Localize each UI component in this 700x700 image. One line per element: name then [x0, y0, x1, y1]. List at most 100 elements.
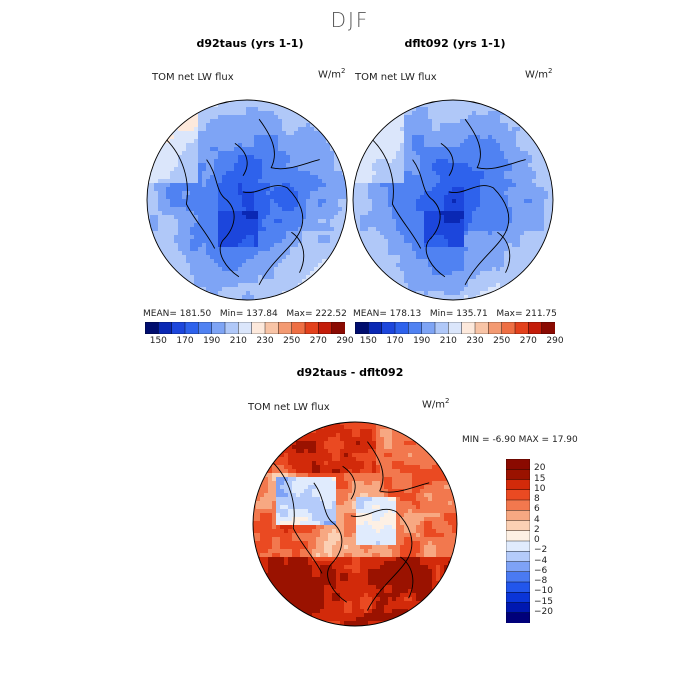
- panel-2-map-mark: [416, 115, 421, 120]
- panel-2-map-mark: [464, 275, 469, 280]
- panel-1-map-mark: [190, 179, 195, 184]
- panel-2-map-mark: [540, 171, 545, 176]
- panel-1-map-mark: [170, 167, 175, 172]
- panel-2-map-mark: [360, 231, 365, 236]
- panel-1-map-mark: [274, 111, 279, 116]
- diff-panel-map-mark: [352, 449, 357, 454]
- panel-2-map-mark: [472, 139, 477, 144]
- panel-2-map-mark: [388, 231, 393, 236]
- panel-1-map-mark: [178, 191, 183, 196]
- panel-2-map-mark: [472, 227, 477, 232]
- panel-1-map-mark: [270, 203, 275, 208]
- panel-2-map-mark: [456, 287, 461, 292]
- panel-2-map-mark: [464, 271, 469, 276]
- panel-2-map-mark: [484, 235, 489, 240]
- panel-1-map-mark: [238, 123, 243, 128]
- panel-2-map-mark: [448, 115, 453, 120]
- panel-2-map-mark: [544, 219, 549, 224]
- panel-1-map-mark: [182, 159, 187, 164]
- panel-1-map-mark: [250, 243, 255, 248]
- panel-1-map-mark: [278, 123, 283, 128]
- panel-1-map-mark: [230, 207, 235, 212]
- diff-panel-map-mark: [324, 425, 329, 430]
- diff-panel-map-mark: [420, 457, 425, 462]
- panel-2-map-mark: [540, 207, 545, 212]
- panel-1-map-mark: [166, 239, 171, 244]
- panel-1-map-mark: [158, 167, 163, 172]
- panel-1-map-mark: [278, 143, 283, 148]
- panel-1-map-mark: [326, 235, 331, 240]
- panel-1-map-mark: [238, 191, 243, 196]
- panel-1-map-mark: [170, 211, 175, 216]
- panel-1-map-mark: [178, 207, 183, 212]
- panel-2-map-mark: [444, 219, 449, 224]
- panel-1-map-mark: [262, 263, 267, 268]
- panel-1-map-mark: [274, 275, 279, 280]
- panel-1-map-mark: [334, 199, 339, 204]
- panel-1-map-mark: [174, 147, 179, 152]
- panel-2-map-mark: [400, 187, 405, 192]
- panel-2-map-mark: [420, 175, 425, 180]
- diff-panel-map-mark: [272, 473, 277, 478]
- panel-1-map-mark: [150, 191, 155, 196]
- panel-1-map-mark: [338, 203, 343, 208]
- panel-2-map-mark: [396, 243, 401, 248]
- panel-2-map-mark: [528, 199, 533, 204]
- panel-2-map-mark: [444, 167, 449, 172]
- panel-2-map-mark: [532, 163, 537, 168]
- diff-panel-map-mark: [444, 465, 449, 470]
- panel-1-map-mark: [270, 231, 275, 236]
- diff-panel-map-mark: [348, 457, 353, 462]
- diff-panel-map-mark: [264, 485, 269, 490]
- panel-1-map-mark: [182, 235, 187, 240]
- panel-1-map-mark: [310, 235, 315, 240]
- panel-1-map-mark: [266, 251, 271, 256]
- diff-panel-map-mark: [348, 461, 353, 466]
- panel-1-map-mark: [238, 167, 243, 172]
- panel-2-map-mark: [416, 207, 421, 212]
- diff-panel-map-mark: [444, 469, 449, 474]
- panel-2-map-mark: [424, 271, 429, 276]
- panel-2-map-mark: [408, 263, 413, 268]
- panel-2-map-mark: [456, 263, 461, 268]
- panel-1-map-mark: [218, 227, 223, 232]
- panel-1-map-mark: [310, 251, 315, 256]
- panel-1-map-mark: [206, 263, 211, 268]
- panel-2-map-mark: [456, 251, 461, 256]
- panel-2-map-mark: [472, 275, 477, 280]
- panel-2-map-mark: [488, 211, 493, 216]
- panel-2-map-mark: [484, 219, 489, 224]
- panel-2-map-mark: [408, 211, 413, 216]
- panel-1-map-mark: [254, 215, 259, 220]
- panel-1-map-mark: [198, 255, 203, 260]
- panel-2-map-mark: [448, 299, 453, 300]
- panel-2-map-mark: [444, 231, 449, 236]
- panel-2-map-mark: [452, 135, 457, 140]
- panel-1-map-mark: [282, 119, 287, 124]
- panel-1-map-mark: [270, 215, 275, 220]
- panel-2-map-mark: [472, 299, 477, 300]
- panel-2-map-mark: [476, 191, 481, 196]
- panel-2-map-mark: [532, 251, 537, 256]
- panel-2-map-mark: [368, 235, 373, 240]
- panel-2-map-mark: [452, 283, 457, 288]
- panel-2-map-mark: [544, 199, 549, 204]
- diff-panel-map-mark: [400, 445, 405, 450]
- panel-1-map-mark: [342, 203, 347, 208]
- panel-2-map-mark: [432, 235, 437, 240]
- panel-2-map-mark: [424, 167, 429, 172]
- panel-1-map-mark: [326, 263, 331, 268]
- panel-2-map-mark: [508, 171, 513, 176]
- panel-1-map-mark: [286, 191, 291, 196]
- panel-1-map-mark: [306, 143, 311, 148]
- panel-1-map-mark: [222, 103, 227, 108]
- diff-panel-map-mark: [400, 453, 405, 458]
- panel-2-map-mark: [452, 199, 457, 204]
- panel-1-map-mark: [226, 271, 231, 276]
- panel-1-map-mark: [290, 283, 295, 288]
- panel-1-map-mark: [162, 155, 167, 160]
- diff-panel-map-mark: [296, 449, 301, 454]
- panel-2-map-mark: [376, 271, 381, 276]
- panel-1-map-mark: [226, 263, 231, 268]
- panel-1-map-mark: [178, 243, 183, 248]
